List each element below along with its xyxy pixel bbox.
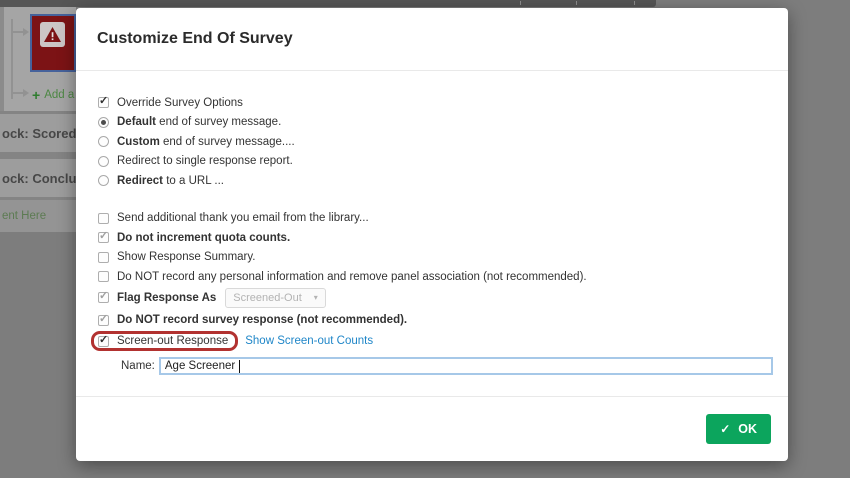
toolbar-separator: [634, 1, 635, 5]
add-element-link: + Add a: [32, 87, 76, 103]
block-title: ock: Scored S: [2, 125, 76, 141]
name-input[interactable]: [158, 357, 773, 375]
screenout-annotation-box: Screen-out Response: [91, 331, 239, 351]
option-screenout: Screen-out Response Show Screen-out Coun…: [91, 330, 766, 352]
custom-message-label: Custom end of survey message....: [117, 136, 295, 148]
customize-end-of-survey-dialog: Customize End Of Survey Override Survey …: [76, 8, 788, 461]
default-message-bold: Default: [117, 116, 156, 129]
option-response-report: Redirect to single response report.: [98, 152, 766, 172]
flow-arrow-icon: [23, 28, 29, 36]
block-conclusion: ock: Conclus: [0, 159, 76, 197]
name-field-row: Name:: [98, 355, 773, 377]
dimmed-toolbar: [0, 0, 656, 7]
default-message-label: Default end of survey message.: [117, 116, 281, 128]
toolbar-separator: [520, 1, 521, 5]
thank-you-email-label: Send additional thank you email from the…: [117, 212, 369, 225]
no-personal-info-label: Do NOT record any personal information a…: [117, 270, 587, 283]
option-redirect-url: Redirect to a URL ...: [98, 171, 766, 191]
toolbar-separator: [576, 1, 577, 5]
block-title: ock: Conclus: [2, 170, 76, 186]
option-no-personal-info: Do NOT record any personal information a…: [98, 267, 766, 287]
option-no-record-response: Do NOT record survey response (not recom…: [98, 311, 766, 331]
dialog-body: Override Survey Options Default end of s…: [76, 71, 788, 377]
plus-icon: +: [32, 87, 41, 103]
block-scored: ock: Scored S: [0, 114, 76, 152]
flow-connector-line: [11, 92, 24, 94]
option-flag-response: Flag Response As Screened-Out ▾: [98, 287, 766, 309]
option-response-summary: Show Response Summary.: [98, 248, 766, 268]
flag-response-checkbox[interactable]: [98, 289, 109, 303]
chevron-down-icon: ▾: [313, 293, 318, 302]
check-icon: ✓: [720, 422, 731, 436]
dialog-title: Customize End Of Survey: [97, 30, 293, 47]
no-personal-info-checkbox[interactable]: [98, 271, 109, 283]
text-cursor: [238, 360, 240, 373]
response-report-radio[interactable]: [98, 155, 109, 167]
no-record-response-checkbox[interactable]: [98, 312, 109, 326]
name-field-label: Name:: [121, 360, 155, 372]
default-message-rest: end of survey message.: [155, 116, 282, 129]
option-quota-counts: Do not increment quota counts.: [98, 228, 766, 248]
ok-button[interactable]: ✓ OK: [706, 414, 771, 444]
ok-button-label: OK: [738, 422, 757, 436]
response-summary-label: Show Response Summary.: [117, 251, 256, 264]
warning-icon: [40, 22, 65, 47]
flow-divider: [0, 111, 76, 114]
add-element-label: Add a: [44, 89, 75, 101]
quota-counts-label: Do not increment quota counts.: [117, 231, 291, 244]
dialog-header: Customize End Of Survey: [76, 8, 788, 71]
flag-response-dropdown[interactable]: Screened-Out ▾: [225, 287, 326, 308]
thank-you-email-checkbox[interactable]: [98, 212, 109, 224]
flow-arrow-icon: [23, 89, 29, 97]
end-of-survey-element: [30, 14, 76, 72]
screenout-label: Screen-out Response: [117, 335, 229, 347]
redirect-url-rest: to a URL ...: [163, 174, 224, 187]
option-thank-you-email: Send additional thank you email from the…: [98, 209, 766, 229]
flow-divider: [0, 152, 76, 159]
custom-message-rest: end of survey message....: [159, 135, 295, 148]
flow-connector-line: [11, 19, 13, 99]
flow-divider: [0, 197, 76, 200]
option-override: Override Survey Options: [98, 93, 766, 113]
flag-response-label: Flag Response As: [117, 291, 217, 304]
override-label: Override Survey Options: [117, 96, 243, 109]
response-summary-checkbox[interactable]: [98, 251, 109, 263]
no-record-response-label: Do NOT record survey response (not recom…: [117, 314, 408, 327]
option-default-message: Default end of survey message.: [98, 113, 766, 133]
custom-message-radio[interactable]: [98, 136, 109, 148]
override-checkbox[interactable]: [98, 94, 109, 109]
default-message-radio[interactable]: [98, 116, 109, 128]
flag-response-dropdown-value: Screened-Out: [233, 291, 302, 304]
redirect-url-bold: Redirect: [117, 174, 164, 187]
flow-connector-line: [11, 31, 24, 33]
response-report-label: Redirect to single response report.: [117, 155, 293, 168]
quota-counts-checkbox[interactable]: [98, 229, 109, 244]
flow-left-edge: [0, 7, 4, 111]
survey-flow-background: + Add a ock: Scored S ock: Conclus ent H…: [0, 7, 76, 232]
show-screenout-counts-link[interactable]: Show Screen-out Counts: [245, 335, 374, 347]
drop-element-label: ent Here: [2, 210, 47, 222]
redirect-url-radio[interactable]: [98, 175, 109, 187]
screenout-checkbox[interactable]: [98, 333, 109, 347]
name-input-wrapper: [158, 357, 773, 375]
dialog-footer: ✓ OK: [76, 396, 788, 461]
drop-element-zone: ent Here: [0, 200, 76, 232]
option-custom-message: Custom end of survey message....: [98, 132, 766, 152]
custom-message-bold: Custom: [117, 135, 160, 148]
redirect-url-label: Redirect to a URL ...: [117, 175, 224, 187]
